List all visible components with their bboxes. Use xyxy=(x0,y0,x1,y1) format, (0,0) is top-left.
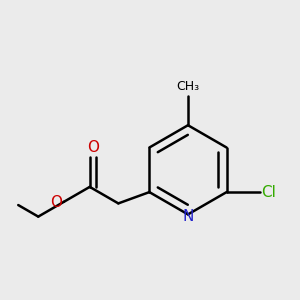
Text: N: N xyxy=(182,208,194,224)
Text: CH₃: CH₃ xyxy=(176,80,200,93)
Text: O: O xyxy=(50,195,62,210)
Text: Cl: Cl xyxy=(261,184,276,200)
Text: O: O xyxy=(87,140,99,154)
